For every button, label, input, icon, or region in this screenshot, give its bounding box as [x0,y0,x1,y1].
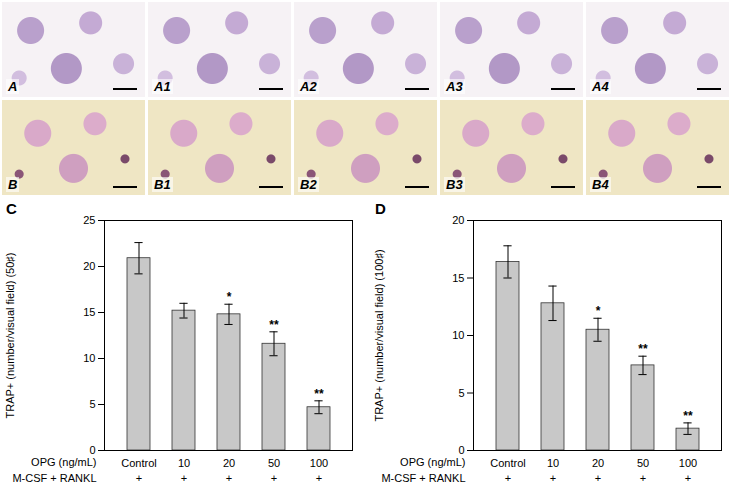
html-text:A2: A2 [300,79,317,94]
svg-text:Control: Control [490,457,525,469]
html-text:A: A [8,79,18,94]
svg-text:50: 50 [268,457,280,469]
svg-text:0: 0 [89,444,95,456]
svg-text:10: 10 [547,457,559,469]
svg-text:15: 15 [452,272,464,284]
svg-text:20: 20 [83,260,95,272]
svg-text:**: ** [314,387,324,401]
svg-text:100: 100 [310,457,328,469]
svg-text:+: + [640,472,646,484]
svg-text:+: + [181,472,187,484]
svg-text:OPG (ng/mL): OPG (ng/mL) [400,456,465,468]
svg-text:*: * [596,304,601,318]
svg-text:+: + [316,472,322,484]
svg-text:**: ** [683,409,693,423]
svg-text:5: 5 [458,387,464,399]
svg-text:10: 10 [83,352,95,364]
html-text:A1: A1 [154,79,171,94]
svg-text:+: + [550,472,556,484]
svg-text:**: ** [638,342,648,356]
svg-text:+: + [595,472,601,484]
html-text:D: D [375,200,386,217]
svg-text:+: + [226,472,232,484]
html-text:B: B [8,177,18,192]
html-text:B1: B1 [154,177,171,192]
svg-text:5: 5 [89,398,95,410]
svg-text:TRAP+ (number/visual field) (1: TRAP+ (number/visual field) (100♯) [373,249,385,421]
svg-text:+: + [136,472,142,484]
svg-text:**: ** [269,318,279,332]
svg-text:TRAP+ (number/visual field) (5: TRAP+ (number/visual field) (50♯) [4,253,16,419]
svg-text:M-CSF + RANKL: M-CSF + RANKL [12,472,96,484]
svg-text:50: 50 [637,457,649,469]
svg-text:10: 10 [178,457,190,469]
svg-text:15: 15 [83,306,95,318]
svg-text:Control: Control [121,457,156,469]
svg-text:M-CSF + RANKL: M-CSF + RANKL [381,472,465,484]
svg-text:20: 20 [223,457,235,469]
svg-text:0: 0 [458,444,464,456]
html-text:B2: B2 [300,177,317,192]
html-text:B3: B3 [446,177,463,192]
svg-text:20: 20 [592,457,604,469]
html-text:A3: A3 [446,79,463,94]
html-text:A4: A4 [592,79,609,94]
svg-text:20: 20 [452,214,464,226]
svg-text:OPG (ng/mL): OPG (ng/mL) [31,456,96,468]
html-text:B4: B4 [592,177,609,192]
svg-text:*: * [227,290,232,304]
svg-text:+: + [685,472,691,484]
svg-text:25: 25 [83,214,95,226]
svg-text:+: + [271,472,277,484]
svg-text:+: + [505,472,511,484]
html-text:C: C [6,200,17,217]
svg-text:10: 10 [452,329,464,341]
svg-text:100: 100 [679,457,697,469]
